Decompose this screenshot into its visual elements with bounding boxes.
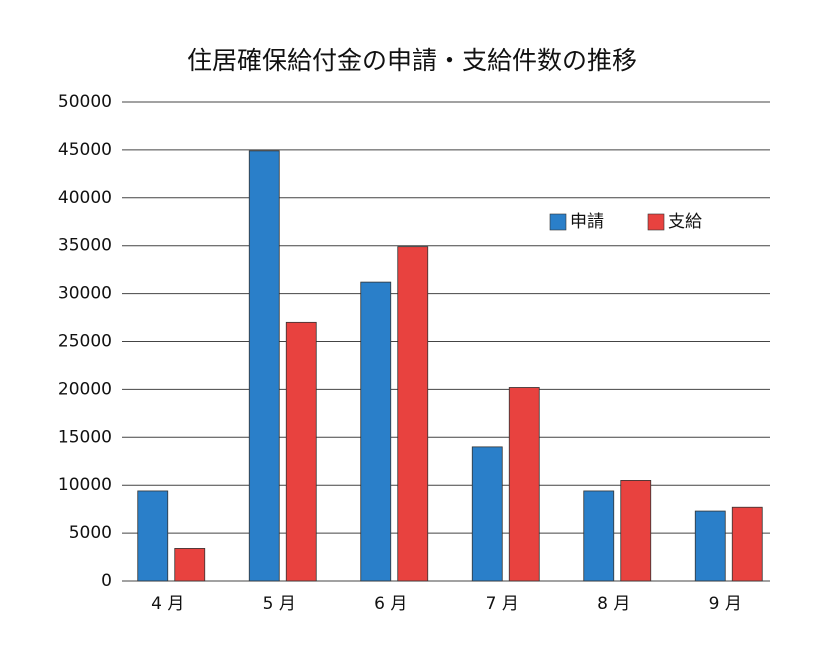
bar (137, 490, 169, 582)
x-tick-label: 5 月 (263, 594, 296, 614)
bar (248, 150, 280, 582)
y-tick-label: 5000 (69, 523, 112, 543)
bar (583, 490, 615, 582)
y-tick-label: 20000 (58, 379, 112, 399)
bar (471, 446, 503, 582)
x-tick-label: 8 月 (597, 594, 630, 614)
legend-swatch (647, 213, 665, 231)
bar (731, 506, 763, 582)
x-tick-label: 7 月 (486, 594, 519, 614)
y-tick-label: 40000 (58, 188, 112, 208)
y-tick-label: 25000 (58, 332, 112, 352)
y-tick-label: 35000 (58, 236, 112, 256)
chart-title: 住居確保給付金の申請・支給件数の推移 (187, 46, 637, 75)
bar (620, 480, 652, 582)
bar (508, 387, 540, 582)
bar (694, 510, 726, 582)
x-tick-label: 4 月 (151, 594, 184, 614)
bar (174, 548, 206, 582)
y-tick-label: 30000 (58, 284, 112, 304)
x-tick-label: 6 月 (374, 594, 407, 614)
legend-label: 支給 (668, 212, 702, 232)
legend-swatch (549, 213, 567, 231)
y-tick-label: 0 (101, 571, 112, 591)
y-tick-label: 10000 (58, 475, 112, 495)
y-tick-label: 50000 (58, 92, 112, 112)
y-tick-label: 15000 (58, 427, 112, 447)
bar (397, 246, 429, 582)
x-tick-label: 9 月 (709, 594, 742, 614)
legend-label: 申請 (570, 212, 604, 232)
y-tick-label: 45000 (58, 140, 112, 160)
bar (285, 321, 317, 582)
bar (360, 281, 392, 582)
